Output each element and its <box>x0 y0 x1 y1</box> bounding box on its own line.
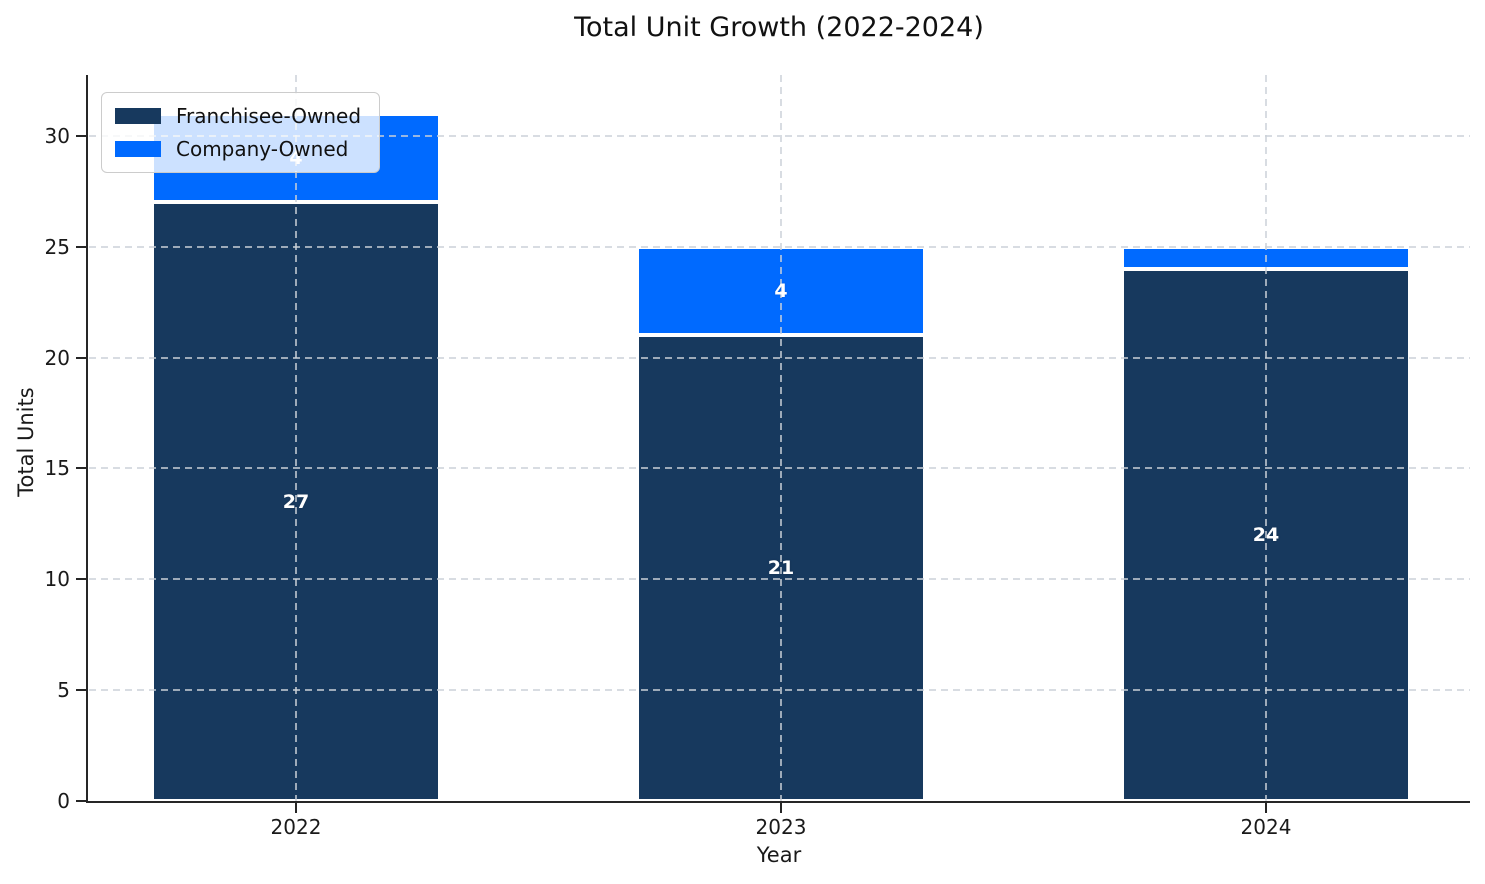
legend-swatch-franchisee-owned <box>115 108 161 124</box>
y-tick-label: 15 <box>44 456 70 481</box>
y-tick-label: 5 <box>57 678 70 703</box>
chart-title: Total Unit Growth (2022-2024) <box>574 12 984 43</box>
x-axis-spine <box>86 801 1470 803</box>
x-axis-label: Year <box>756 843 802 867</box>
y-tick-mark <box>76 578 86 581</box>
bar-segment-company-owned-2024 <box>1122 246 1410 269</box>
y-tick-mark <box>76 134 86 137</box>
y-axis-spine <box>86 75 88 803</box>
y-axis-label: Total Units <box>14 387 38 497</box>
x-tick-mark <box>1265 803 1267 813</box>
legend: Franchisee-Owned Company-Owned <box>101 92 381 173</box>
bar-value-label: 27 <box>282 490 310 513</box>
y-tick-label: 30 <box>44 123 70 148</box>
x-tick-label: 2022 <box>270 815 322 839</box>
y-tick-mark <box>76 689 86 692</box>
bar-value-label: 24 <box>1252 523 1280 546</box>
legend-swatch-company-owned <box>115 141 161 157</box>
legend-label: Franchisee-Owned <box>176 104 362 128</box>
y-tick-label: 0 <box>57 789 70 813</box>
y-tick-label: 10 <box>44 567 70 592</box>
x-tick-mark <box>780 803 782 813</box>
y-tick-label: 25 <box>44 234 70 259</box>
y-tick-mark <box>76 467 86 470</box>
x-tick-mark <box>295 803 297 813</box>
legend-item-company-owned: Company-Owned <box>115 137 361 161</box>
y-tick-mark <box>76 800 86 802</box>
x-tick-label: 2023 <box>755 815 807 839</box>
bar-value-label: 21 <box>767 557 795 580</box>
y-tick-mark <box>76 356 86 359</box>
bar-value-label: 4 <box>774 280 788 303</box>
legend-item-franchisee-owned: Franchisee-Owned <box>115 104 361 128</box>
legend-label: Company-Owned <box>176 137 349 161</box>
y-tick-mark <box>76 245 86 248</box>
x-tick-label: 2024 <box>1240 815 1292 839</box>
y-tick-label: 20 <box>44 345 70 370</box>
